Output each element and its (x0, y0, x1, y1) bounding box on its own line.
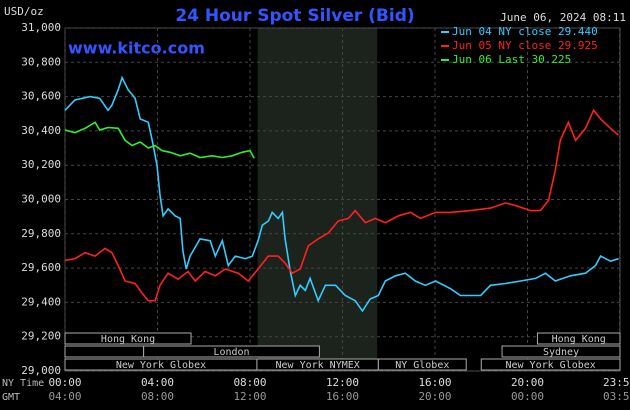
x-row-label: GMT (2, 392, 20, 403)
session-label: Sydney (543, 347, 579, 358)
legend-label: Jun 05 NY close 29.925 (452, 39, 598, 52)
gmt-tick-label: 20:00 (418, 390, 451, 403)
watermark: www.kitco.com (68, 39, 205, 58)
session-label: London (213, 347, 249, 358)
x-tick-label: 20:00 (511, 376, 544, 389)
y-tick-label: 29,200 (21, 330, 61, 343)
session-box (64, 345, 145, 358)
y-tick-label: 30,600 (21, 90, 61, 103)
y-tick-label: 29,600 (21, 261, 61, 274)
session-box (536, 332, 621, 345)
session-box (377, 358, 467, 371)
chart-title: 24 Hour Spot Silver (Bid) (175, 6, 414, 26)
legend-label: Jun 06 Last 30.225 (452, 53, 571, 66)
gmt-tick-label: 04:00 (48, 390, 81, 403)
series-line (64, 121, 255, 159)
x-tick-label: 08:00 (233, 376, 266, 389)
gmt-tick-label: 00:00 (511, 390, 544, 403)
gmt-tick-label: 08:00 (141, 390, 174, 403)
series-line (64, 75, 619, 313)
session-label: New York Globex (505, 360, 595, 371)
y-tick-label: 30,200 (21, 158, 61, 171)
session-box (64, 332, 192, 345)
session-box (501, 345, 621, 358)
x-row-label: NY Time (2, 378, 44, 389)
x-tick-label: 12:00 (326, 376, 359, 389)
x-tick-label: 04:00 (141, 376, 174, 389)
session-label: New York NYMEX (275, 360, 359, 371)
timestamp: June 06, 2024 08:11 (500, 11, 626, 24)
gmt-tick-label: 16:00 (326, 390, 359, 403)
y-tick-label: 31,000 (21, 21, 61, 34)
gmt-tick-label: 03:59 (603, 390, 630, 403)
y-tick-label: 30,400 (21, 124, 61, 137)
session-box (143, 345, 320, 358)
x-tick-label: 23:59 (603, 376, 630, 389)
session-label: New York Globex (116, 360, 206, 371)
y-tick-label: 29,400 (21, 295, 61, 308)
legend-label: Jun 04 NY close 29.440 (452, 25, 598, 38)
y-tick-label: 29,800 (21, 227, 61, 240)
session-label: Hong Kong (101, 334, 155, 345)
session-label: Hong Kong (552, 334, 606, 345)
y-tick-label: 30,800 (21, 55, 61, 68)
y-unit: USD/oz (4, 5, 44, 18)
x-tick-label: 16:00 (418, 376, 451, 389)
x-tick-label: 00:00 (48, 376, 81, 389)
series-line (64, 108, 620, 302)
gmt-tick-label: 12:00 (233, 390, 266, 403)
y-tick-label: 30,000 (21, 193, 61, 206)
session-box (480, 358, 621, 371)
y-tick-label: 29,000 (21, 364, 61, 377)
session-label: NY Globex (395, 360, 449, 371)
